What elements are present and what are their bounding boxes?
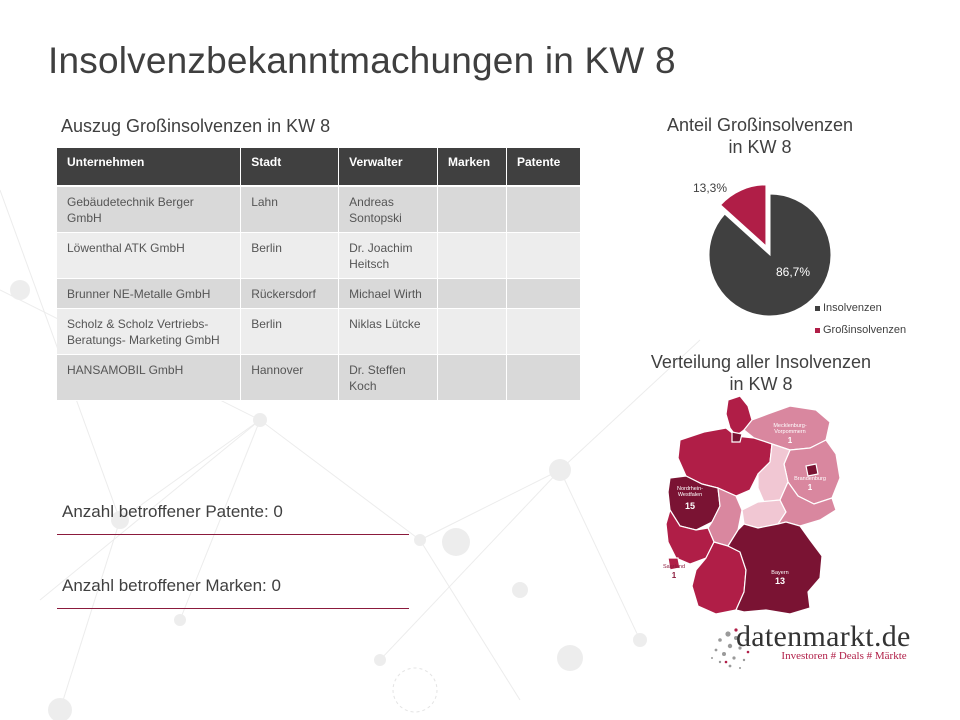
cell-verwalter: Dr. Joachim Heitsch <box>338 232 439 279</box>
map-label-mv: Mecklenburg- <box>773 423 806 429</box>
table-caption: Auszug Großinsolvenzen in KW 8 <box>61 116 331 136</box>
column-header-verwalter: Verwalter <box>338 148 439 187</box>
map-value-bayern: 13 <box>775 576 785 586</box>
pie-slice-grossinsolvenzen <box>719 184 767 247</box>
table-row: Scholz & Scholz Vertriebs- Beratungs- Ma… <box>57 308 581 355</box>
cell-marken <box>437 308 507 355</box>
map-value-saarland: 1 <box>672 571 677 580</box>
cell-patente <box>506 354 581 401</box>
pie-slice-insolvenzen <box>708 193 832 317</box>
cell-marken <box>437 232 507 279</box>
map-title-line: in KW 8 <box>729 374 793 394</box>
brand-name: datenmarkt.de <box>736 620 911 653</box>
column-header-patente: Patente <box>506 148 581 187</box>
pie-label-insolvenzen: 86,7% <box>776 265 811 279</box>
page-title: Insolvenzbekanntmachungen in KW 8 <box>48 40 676 81</box>
state-sachsen <box>776 480 837 527</box>
cell-verwalter: Dr. Steffen Koch <box>338 354 439 401</box>
map-label-mv: Vorpommern <box>774 429 806 435</box>
map-value-berlin: 13 <box>836 451 845 460</box>
brand-count-divider <box>57 608 409 609</box>
cell-patente <box>506 232 581 279</box>
legend-item-insolvenzen: Insolvenzen <box>815 302 882 314</box>
legend-label: Großinsolvenzen <box>823 324 907 336</box>
legend-item-grossinsolvenzen: Großinsolvenzen <box>815 324 906 336</box>
cell-marken <box>437 278 507 309</box>
legend-label: Insolvenzen <box>823 302 882 314</box>
patent-count-divider <box>57 534 409 535</box>
map-label-nrw: Nordrhein- <box>677 486 703 492</box>
state-bayern <box>727 521 823 615</box>
cell-stadt: Rückersdorf <box>240 278 340 309</box>
cell-unternehmen: HANSAMOBIL GmbH <box>57 354 242 401</box>
state-hamburg-bremen <box>731 431 743 443</box>
cell-unternehmen: Löwenthal ATK GmbH <box>57 232 242 279</box>
cell-unternehmen: Scholz & Scholz Vertriebs- Beratungs- Ma… <box>57 308 242 355</box>
column-header-stadt: Stadt <box>240 148 340 187</box>
state-saarland <box>667 557 681 571</box>
map-value-nrw: 15 <box>685 501 695 511</box>
map-value-mv: 1 <box>788 436 793 445</box>
cell-stadt: Lahn <box>240 186 340 233</box>
pie-title-line: in KW 8 <box>728 137 792 157</box>
cell-verwalter: Andreas Sontopski <box>338 186 439 233</box>
map-label-nrw: Westfalen <box>678 492 702 498</box>
brand-logo: datenmarkt.de Investoren # Deals # Märkt… <box>736 620 911 662</box>
column-header-marken: Marken <box>437 148 507 187</box>
table-header-row: Unternehmen Stadt Verwalter Marken Paten… <box>57 148 581 187</box>
pie-title-line: Anteil Großinsolvenzen <box>666 115 854 135</box>
map-label-brandenburg: Brandenburg <box>794 476 826 482</box>
insolvency-table: Unternehmen Stadt Verwalter Marken Paten… <box>57 148 581 401</box>
cell-patente <box>506 308 581 355</box>
cell-unternehmen: Gebäudetechnik Berger GmbH <box>57 186 242 233</box>
table-row: Brunner NE-Metalle GmbH Rückersdorf Mich… <box>57 278 581 309</box>
map-label-berlin: Berlin <box>833 444 847 450</box>
brand-logo-dots <box>711 628 750 669</box>
legend-swatch <box>815 327 820 333</box>
table-row: Gebäudetechnik Berger GmbH Lahn Andreas … <box>57 186 581 233</box>
cell-stadt: Hannover <box>240 354 340 401</box>
cell-verwalter: Niklas Lütcke <box>338 308 439 355</box>
brand-tagline: Investoren # Deals # Märkte <box>781 650 907 662</box>
cell-patente <box>506 186 581 233</box>
map-title: Verteilung aller Insolvenzen in KW 8 <box>630 351 892 395</box>
pie-label-grossinsolvenzen: 13,3% <box>693 181 728 195</box>
legend-swatch <box>815 305 820 311</box>
patent-count: Anzahl betroffener Patente: 0 <box>62 502 283 521</box>
pie-chart <box>708 184 832 317</box>
table-row: Löwenthal ATK GmbH Berlin Dr. Joachim He… <box>57 232 581 279</box>
state-berlin <box>805 463 819 477</box>
cell-marken <box>437 354 507 401</box>
pie-chart-title: Anteil Großinsolvenzen in KW 8 <box>640 114 880 158</box>
germany-map: Mecklenburg- Vorpommern 1 Berlin 13 Bran… <box>663 395 847 615</box>
cell-stadt: Berlin <box>240 232 340 279</box>
cell-unternehmen: Brunner NE-Metalle GmbH <box>57 278 242 309</box>
brand-count: Anzahl betroffener Marken: 0 <box>62 576 281 595</box>
map-value-brandenburg: 1 <box>808 483 813 492</box>
map-title-line: Verteilung aller Insolvenzen <box>650 352 872 372</box>
table-row: HANSAMOBIL GmbH Hannover Dr. Steffen Koc… <box>57 354 581 401</box>
column-header-unternehmen: Unternehmen <box>57 148 242 187</box>
cell-stadt: Berlin <box>240 308 340 355</box>
map-label-bayern: Bayern <box>771 570 788 576</box>
cell-marken <box>437 186 507 233</box>
cell-verwalter: Michael Wirth <box>338 278 439 309</box>
cell-patente <box>506 278 581 309</box>
map-label-saarland: Saarland <box>663 564 685 570</box>
